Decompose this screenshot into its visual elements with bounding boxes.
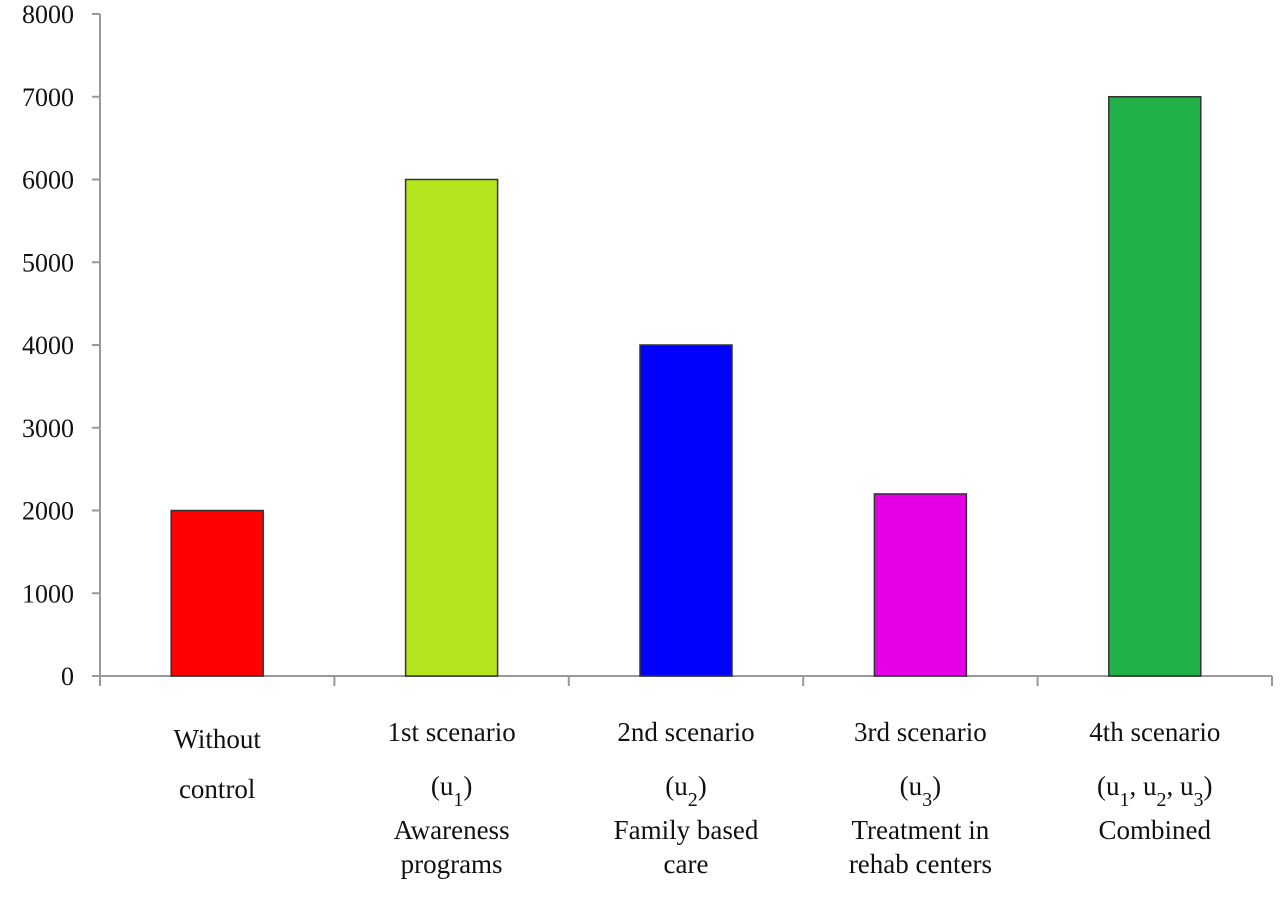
y-tick-label: 7000 [22, 83, 74, 112]
category-line: control [179, 774, 255, 804]
category-description: care [664, 849, 709, 879]
category-label-1: Without control [173, 724, 261, 804]
category-label-4: 3rd scenario (u3) Treatment in rehab center… [849, 717, 992, 879]
category-labels: Without control 1st scenario (u1) Awareness p… [173, 717, 1220, 879]
y-tick-label: 6000 [22, 166, 74, 195]
y-tick-label: 1000 [22, 579, 74, 608]
bars [170, 96, 1202, 677]
category-description: programs [401, 849, 503, 879]
bar-3 [639, 344, 733, 677]
category-variables: (u1, u2, u3) [1097, 771, 1213, 811]
category-variables: (u1) [431, 771, 473, 811]
category-label-5: 4th scenario (u1, u2, u3) Combined [1089, 717, 1220, 845]
y-tick-label: 8000 [22, 0, 74, 29]
bar-5 [1108, 96, 1202, 677]
category-description: rehab centers [849, 849, 992, 879]
y-tick-label: 2000 [22, 497, 74, 526]
y-tick-label: 3000 [22, 414, 74, 443]
category-description: Family based [614, 815, 759, 845]
category-description: Combined [1099, 815, 1212, 845]
category-description: Awareness [394, 815, 510, 845]
category-title: 4th scenario [1089, 717, 1220, 747]
x-axis [99, 675, 1273, 686]
bar-4 [873, 493, 968, 677]
category-description: Treatment in [852, 815, 990, 845]
category-title: 1st scenario [387, 717, 515, 747]
category-title: 3rd scenario [854, 717, 987, 747]
y-tick-label: 0 [61, 662, 74, 691]
bar-1 [170, 509, 264, 677]
category-variables: (u2) [665, 771, 707, 811]
category-title: 2nd scenario [617, 717, 754, 747]
category-line: Without [173, 724, 261, 754]
category-label-3: 2nd scenario (u2) Family based care [614, 717, 759, 879]
category-label-2: 1st scenario (u1) Awareness programs [387, 717, 515, 879]
y-tick-label: 5000 [22, 248, 74, 277]
y-axis: 0 1000 2000 3000 4000 5000 6000 7000 8000 [22, 0, 101, 691]
category-variables: (u3) [900, 771, 942, 811]
y-tick-label: 4000 [22, 331, 74, 360]
bar-2 [404, 178, 499, 677]
